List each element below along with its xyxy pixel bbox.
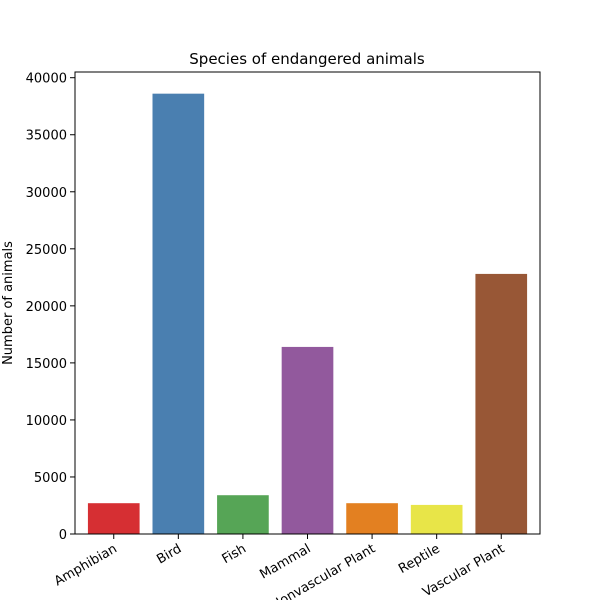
- chart-title: Species of endangered animals: [189, 50, 425, 68]
- y-tick-label: 20000: [26, 300, 67, 315]
- y-axis-label: Number of animals: [1, 241, 16, 365]
- bar-mammal: [281, 346, 334, 534]
- x-tick-label: Bird: [154, 541, 184, 567]
- y-tick-label: 15000: [26, 357, 67, 372]
- y-tick-label: 40000: [26, 72, 67, 87]
- bar-vascular-plant: [475, 273, 528, 534]
- x-tick-label: Fish: [220, 541, 249, 567]
- y-tick-label: 5000: [34, 471, 67, 486]
- y-tick-label: 10000: [26, 414, 67, 429]
- bar-fish: [217, 495, 269, 534]
- bar-bird: [152, 93, 205, 535]
- y-tick-label: 25000: [26, 243, 67, 258]
- bar-amphibian: [87, 503, 140, 534]
- bar-reptile: [410, 504, 463, 534]
- y-axis-ticks: 0 5000 10000 15000 20000 25000 30000 35000 40000: [26, 72, 75, 543]
- y-tick-label: 0: [59, 528, 67, 543]
- bar-nonvascular-plant: [346, 503, 398, 534]
- bars-group: [87, 93, 528, 535]
- x-tick-label: Amphibian: [52, 541, 120, 589]
- plot-frame: [74, 71, 541, 535]
- x-tick-label: Mammal: [257, 541, 313, 582]
- y-tick-label: 30000: [26, 186, 67, 201]
- y-tick-label: 35000: [26, 129, 67, 144]
- x-tick-label: Reptile: [396, 541, 442, 577]
